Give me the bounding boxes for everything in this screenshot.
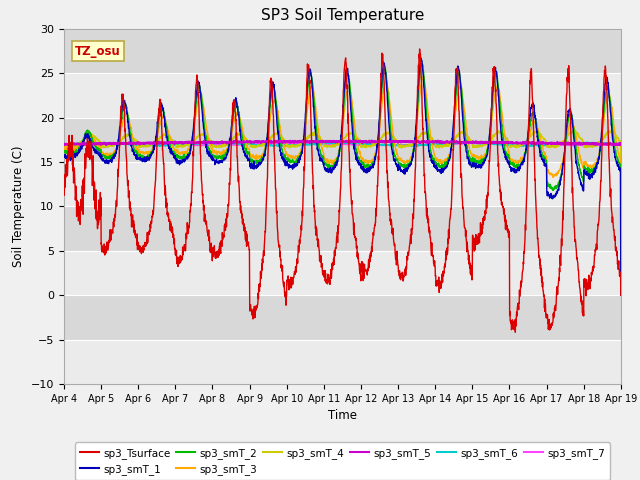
Bar <box>64 251 621 295</box>
Y-axis label: Soil Temperature (C): Soil Temperature (C) <box>12 145 26 267</box>
Legend: sp3_Tsurface, sp3_smT_1, sp3_smT_2, sp3_smT_3, sp3_smT_4, sp3_smT_5, sp3_smT_6, : sp3_Tsurface, sp3_smT_1, sp3_smT_2, sp3_… <box>75 443 610 480</box>
Bar <box>64 340 621 384</box>
Title: SP3 Soil Temperature: SP3 Soil Temperature <box>260 9 424 24</box>
Text: TZ_osu: TZ_osu <box>75 45 121 58</box>
Bar <box>64 162 621 206</box>
Bar <box>64 206 621 251</box>
Bar <box>64 29 621 73</box>
Bar <box>64 73 621 118</box>
X-axis label: Time: Time <box>328 409 357 422</box>
Bar <box>64 118 621 162</box>
Bar <box>64 295 621 340</box>
